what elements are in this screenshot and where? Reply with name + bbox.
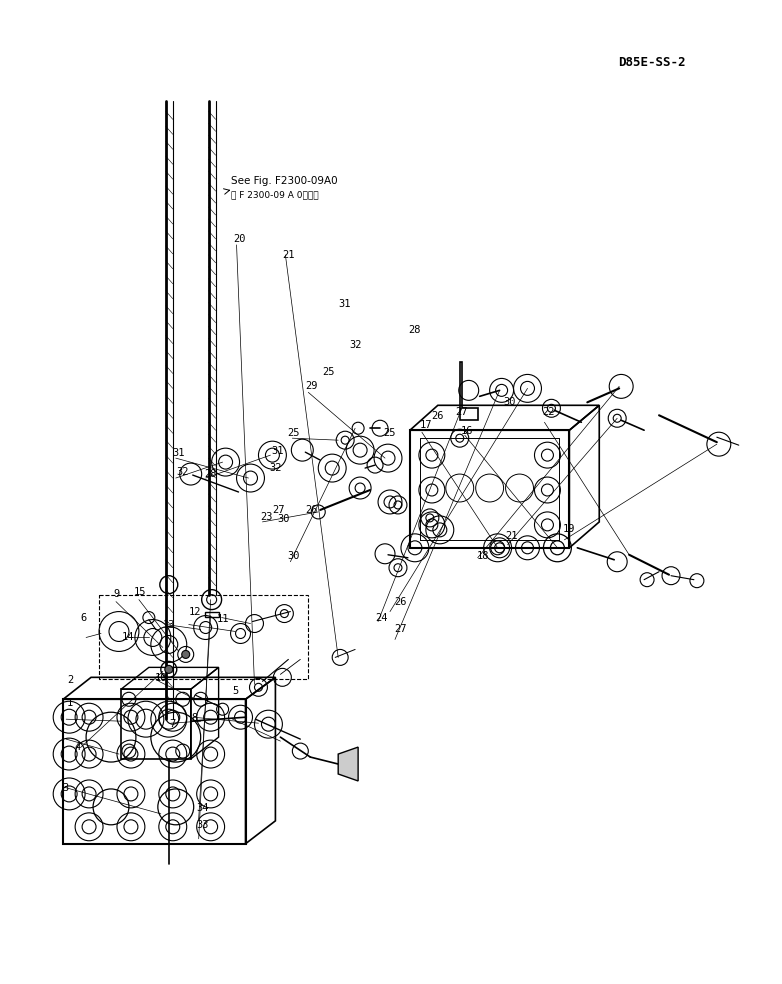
Text: 5: 5 [232,686,239,696]
Text: 17: 17 [420,420,432,430]
Text: 26: 26 [394,597,407,607]
Bar [99,594,308,679]
Text: 7: 7 [170,719,176,729]
Circle shape [165,665,173,673]
Text: 32: 32 [350,339,362,350]
Text: 28: 28 [408,326,421,336]
Text: 11: 11 [217,614,230,625]
Text: 3: 3 [62,783,68,793]
Text: 20: 20 [233,234,246,244]
Text: 26: 26 [432,410,444,420]
Text: 27: 27 [394,624,407,635]
Text: 図 F 2300-09 A 0を参照: 図 F 2300-09 A 0を参照 [231,191,319,200]
Text: 25: 25 [287,428,300,438]
Text: 4: 4 [74,742,81,752]
Text: 34: 34 [196,803,209,813]
Text: 6: 6 [80,612,86,623]
Text: 9: 9 [113,589,120,599]
Text: 18: 18 [477,551,490,561]
Text: 15: 15 [134,587,146,597]
Text: 12: 12 [188,606,201,617]
Text: 33: 33 [196,821,209,830]
Text: See Fig. F2300-09A0: See Fig. F2300-09A0 [231,176,338,186]
Text: 30: 30 [503,397,515,406]
Text: 32: 32 [176,467,188,477]
Text: 10: 10 [155,673,167,683]
Text: 31: 31 [272,446,285,456]
Text: 1: 1 [66,698,73,707]
Text: 19: 19 [562,524,575,534]
Text: 22: 22 [542,406,554,416]
Text: 25: 25 [322,367,335,378]
Text: 31: 31 [338,299,350,309]
Text: 21: 21 [282,250,294,260]
Circle shape [181,650,190,658]
Text: 14: 14 [121,632,134,643]
Text: 27: 27 [272,505,285,515]
Text: 27: 27 [455,406,468,416]
Polygon shape [338,747,358,781]
Text: 25: 25 [383,428,396,438]
Text: 21: 21 [505,531,518,541]
Text: 8: 8 [192,712,198,722]
Text: 16: 16 [461,426,474,436]
Text: 2: 2 [66,675,73,685]
Text: 23: 23 [260,513,273,523]
Text: 24: 24 [375,612,388,623]
Text: 26: 26 [305,505,317,515]
Text: 29: 29 [305,381,317,391]
Bar [205,612,219,617]
Text: 30: 30 [277,515,289,524]
Text: 32: 32 [270,463,282,473]
Text: D85E-SS-2: D85E-SS-2 [619,56,686,69]
Text: 30: 30 [287,551,300,561]
Text: 13: 13 [163,620,175,631]
Text: 31: 31 [173,448,185,458]
Text: 28: 28 [204,469,217,479]
